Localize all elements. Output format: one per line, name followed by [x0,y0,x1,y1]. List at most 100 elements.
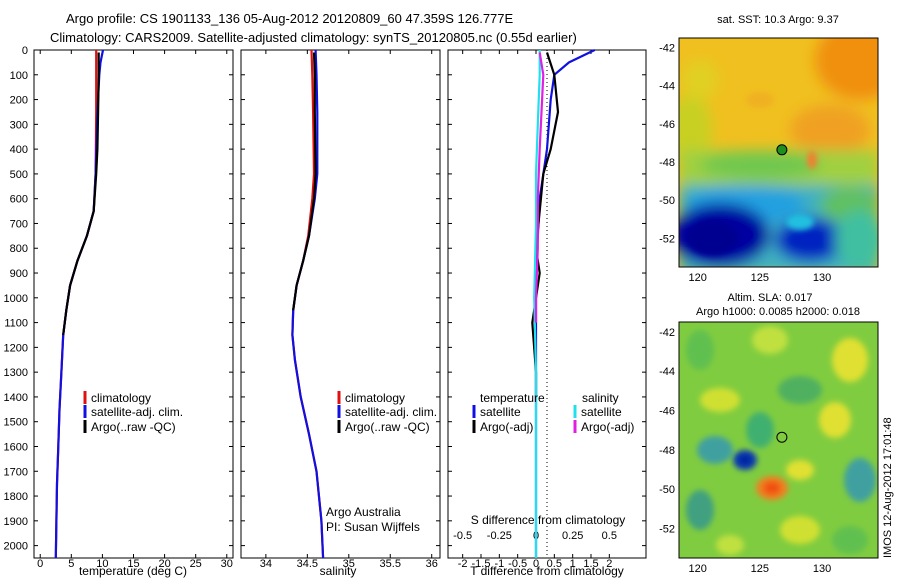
depth-tick-label: 1300 [4,367,28,379]
depth-tick-label: 200 [10,95,28,107]
depth-tick-label: 2000 [4,541,28,553]
x-tick-label: 1.5 [583,558,598,570]
legend-argo: Argo(..raw -QC) [91,420,176,434]
depth-tick-label: 1000 [4,293,28,305]
legend-temperature-head: temperature [480,391,545,405]
depth-tick-label: 400 [10,144,28,156]
depth-tick-label: 900 [10,268,28,280]
x-tick-label: 25 [190,558,202,570]
map-x-tick-label: 125 [751,272,769,284]
x-tick-label: 35 [343,558,355,570]
series-line-argo-raw-qc- [62,52,100,336]
top-x-tick-label: -0.25 [487,530,512,542]
depth-tick-label: 0 [22,45,28,57]
series-line-salinity-satellite [533,50,541,558]
map-y-tick-label: -46 [659,406,675,418]
map-x-tick-label: 130 [813,272,831,284]
sla-argo-marker [776,431,788,443]
difference-xlabel: T difference from climatology [470,564,624,578]
title-line-2: Climatology: CARS2009. Satellite-adjuste… [50,30,577,45]
x-tick-label: -2 [458,558,468,570]
map-y-tick-label: -52 [659,233,675,245]
sla-heatmap [679,322,878,558]
legend-climatology: climatology [345,391,405,405]
sst-heatmap [679,38,878,267]
salinity-xlabel: salinity [320,564,357,578]
depth-tick-label: 1800 [4,491,28,503]
depth-tick-label: 100 [10,70,28,82]
x-tick-label: 0 [37,558,43,570]
temperature-legend: climatology satellite-adj. clim. Argo(..… [83,391,183,434]
map-y-tick-label: -52 [659,524,675,536]
map-y-tick-label: -50 [659,484,675,496]
map-y-tick-label: -50 [659,195,675,207]
top-x-tick-label: -0.5 [453,530,472,542]
sst-map-frame [678,37,879,268]
x-tick-label: 34 [260,558,272,570]
x-tick-label: 10 [96,558,108,570]
salinity-panel-frame [240,49,441,559]
top-x-tick-label: 0.5 [602,530,617,542]
legend-s-satellite: satellite [581,405,622,419]
map-side-label: IMOS 12-Aug-2012 17:01:48 [882,417,894,558]
depth-tick-label: 600 [10,194,28,206]
map-y-tick-label: -44 [659,366,675,378]
series-line-argo-raw-qc- [292,52,317,311]
map-x-tick-label: 125 [751,563,769,575]
map-y-tick-label: -44 [659,81,675,93]
x-tick-label: 30 [221,558,233,570]
sla-map-title-2: Argo h1000: 0.0085 h2000: 0.018 [696,306,860,318]
legend-t-argo: Argo(-adj) [480,420,533,434]
title-line-1: Argo profile: CS 1901133_136 05-Aug-2012… [66,11,514,26]
salinity-legend: climatology satellite-adj. clim. Argo(..… [337,391,437,434]
profile-lines [54,49,596,559]
depth-tick-label: 1200 [4,342,28,354]
sst-map-title: sat. SST: 10.3 Argo: 9.37 [717,14,839,26]
difference-top-axis-label: S difference from climatology [471,513,626,527]
depth-tick-label: 1500 [4,417,28,429]
salinity-note-pi: PI: Susan Wijffels [326,520,420,534]
x-tick-label: -1 [494,558,504,570]
map-y-tick-label: -42 [659,43,675,55]
top-x-tick-label: 0.25 [562,530,583,542]
map-x-tick-label: 130 [813,563,831,575]
sla-map-title-1: Altim. SLA: 0.017 [728,292,813,304]
depth-tick-label: 1100 [4,318,28,330]
temperature-panel-frame [33,49,234,559]
depth-tick-label: 1900 [4,516,28,528]
legend-climatology: climatology [91,391,151,405]
sst-argo-marker [776,144,788,156]
legend-s-argo: Argo(-adj) [581,420,634,434]
depth-tick-label: 1400 [4,392,28,404]
x-tick-label: 1 [570,558,576,570]
x-tick-label: 2 [606,558,612,570]
legend-satellite-adj: satellite-adj. clim. [345,405,437,419]
legend-argo: Argo(..raw -QC) [345,420,430,434]
depth-tick-label: 800 [10,243,28,255]
x-tick-label: 34.5 [297,558,318,570]
depth-tick-label: 500 [10,169,28,181]
x-tick-label: 15 [127,558,139,570]
difference-legend: temperature salinity satellite Argo(-adj… [472,391,634,434]
x-tick-label: -0.5 [508,558,527,570]
map-y-tick-label: -46 [659,119,675,131]
x-tick-label: 35.5 [380,558,401,570]
map-y-tick-label: -48 [659,445,675,457]
map-x-tick-label: 120 [688,272,706,284]
depth-tick-label: 1700 [4,466,28,478]
x-tick-label: 5 [68,558,74,570]
salinity-note-argo-australia: Argo Australia [326,505,401,519]
depth-tick-label: 700 [10,218,28,230]
x-tick-label: 0 [533,558,539,570]
temperature-xlabel: temperature (deg C) [79,564,187,578]
x-tick-label: 36 [426,558,438,570]
depth-tick-label: 300 [10,119,28,131]
x-tick-label: -1.5 [472,558,491,570]
sla-map-frame [678,321,879,559]
map-y-tick-label: -42 [659,327,675,339]
x-tick-label: 20 [158,558,170,570]
depth-tick-label: 1600 [4,441,28,453]
series-line-salinity-argo-adj- [534,52,545,323]
map-y-tick-label: -48 [659,157,675,169]
